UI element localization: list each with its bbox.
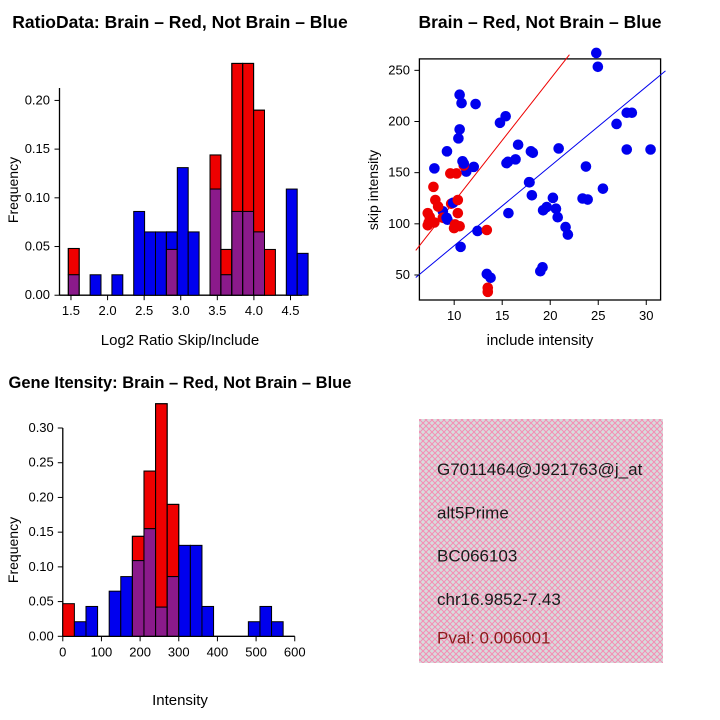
svg-text:100: 100 [388, 216, 410, 231]
svg-text:BC066103: BC066103 [437, 547, 517, 566]
svg-text:4.5: 4.5 [281, 303, 299, 318]
svg-text:0: 0 [59, 644, 66, 659]
svg-text:G7011464@J921763@j_at: G7011464@J921763@j_at [437, 460, 643, 479]
svg-text:200: 200 [388, 114, 410, 129]
svg-text:Frequency: Frequency [5, 157, 21, 223]
svg-text:600: 600 [284, 644, 306, 659]
svg-text:250: 250 [388, 62, 410, 77]
svg-text:0.15: 0.15 [28, 524, 53, 539]
svg-text:0.20: 0.20 [28, 489, 53, 504]
svg-text:30: 30 [639, 308, 653, 323]
svg-text:1.5: 1.5 [62, 303, 80, 318]
svg-text:2.0: 2.0 [99, 303, 117, 318]
svg-text:50: 50 [396, 267, 410, 282]
svg-text:200: 200 [129, 644, 151, 659]
svg-text:0.30: 0.30 [28, 420, 53, 435]
svg-text:include intensity: include intensity [487, 332, 594, 349]
svg-text:alt5Prime: alt5Prime [437, 503, 509, 522]
svg-text:0.20: 0.20 [25, 92, 50, 107]
svg-text:0.05: 0.05 [28, 594, 53, 609]
svg-text:10: 10 [447, 308, 461, 323]
svg-text:3.0: 3.0 [172, 303, 190, 318]
svg-text:0.00: 0.00 [28, 628, 53, 643]
svg-text:0.25: 0.25 [28, 455, 53, 470]
svg-text:150: 150 [388, 165, 410, 180]
svg-text:4.0: 4.0 [245, 303, 263, 318]
svg-text:RatioData: Brain – Red, Not Br: RatioData: Brain – Red, Not Brain – Blue [12, 12, 348, 32]
svg-text:Gene Itensity: Brain – Red, No: Gene Itensity: Brain – Red, Not Brain – … [9, 374, 352, 392]
svg-text:500: 500 [245, 644, 267, 659]
svg-text:0.10: 0.10 [28, 559, 53, 574]
svg-text:Pval: 0.006001: Pval: 0.006001 [437, 628, 550, 647]
svg-text:Brain – Red, Not Brain – Blue: Brain – Red, Not Brain – Blue [418, 12, 661, 32]
svg-text:20: 20 [543, 308, 557, 323]
svg-text:15: 15 [495, 308, 509, 323]
svg-text:3.5: 3.5 [208, 303, 226, 318]
svg-text:chr16.9852-7.43: chr16.9852-7.43 [437, 590, 561, 609]
svg-text:400: 400 [207, 644, 229, 659]
svg-text:skip intensity: skip intensity [365, 150, 381, 230]
svg-text:300: 300 [168, 644, 190, 659]
svg-text:Log2 Ratio Skip/Include: Log2 Ratio Skip/Include [101, 332, 259, 349]
svg-text:0.10: 0.10 [25, 190, 50, 205]
svg-text:0.05: 0.05 [25, 239, 50, 254]
svg-text:2.5: 2.5 [135, 303, 153, 318]
svg-text:Frequency: Frequency [5, 517, 21, 583]
svg-text:100: 100 [91, 644, 113, 659]
svg-text:25: 25 [591, 308, 605, 323]
svg-text:0.00: 0.00 [25, 287, 50, 302]
svg-text:Intensity: Intensity [152, 692, 208, 709]
svg-text:0.15: 0.15 [25, 141, 50, 156]
